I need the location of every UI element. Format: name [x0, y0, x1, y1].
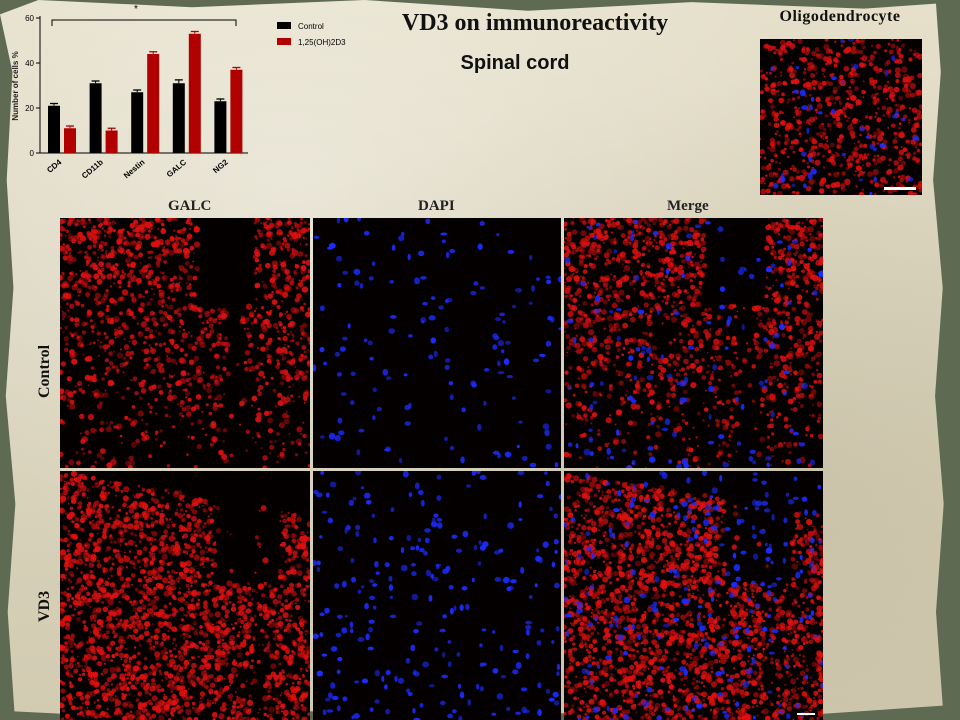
x-tick-label: Nestin [122, 158, 147, 181]
bar [64, 128, 76, 153]
legend-label: 1,25(OH)2D3 [298, 38, 346, 47]
y-axis-label: Number of cells % [11, 51, 20, 120]
control-dapi-image [313, 218, 561, 468]
bar [89, 83, 102, 153]
x-tick-label: CD4 [45, 157, 63, 175]
bar [48, 105, 60, 153]
control-galc-image [60, 218, 310, 468]
x-tick-label: NG2 [211, 157, 230, 175]
bar-chart: 0 20 40 60 Number of cells % CD4 CD11b Nestin GA… [11, 4, 346, 181]
vd3-dapi-image [313, 471, 561, 720]
scale-bar [797, 713, 815, 715]
y-tick-label: 60 [25, 14, 34, 23]
bar [214, 101, 227, 153]
legend-label: Control [298, 22, 324, 31]
bar [147, 54, 160, 153]
slide-subtitle: Spinal cord [460, 52, 570, 74]
x-tick-label: GALC [165, 157, 188, 179]
significance-marker: * [134, 4, 138, 15]
chart-axes: 0 20 40 60 Number of cells % CD4 CD11b Nestin GA… [11, 4, 248, 181]
chart-legend: Control 1,25(OH)2D3 [277, 22, 346, 47]
bar [172, 83, 185, 153]
column-header-galc: GALC [168, 198, 212, 214]
significance-bracket [51, 19, 237, 26]
x-tick-label: CD11b [80, 158, 105, 181]
legend-swatch [277, 38, 291, 45]
bar [188, 33, 201, 153]
oligodendrocyte-label: Oligodendrocyte [779, 8, 901, 25]
y-tick-label: 40 [25, 59, 34, 68]
control-merge-image [564, 218, 823, 468]
legend-swatch [277, 22, 291, 29]
column-header-merge: Merge [667, 198, 709, 214]
bar [131, 92, 144, 153]
vd3-galc-image [60, 471, 310, 720]
column-header-dapi: DAPI [418, 198, 455, 214]
y-tick-label: 20 [25, 104, 34, 113]
bar [230, 69, 243, 153]
slide-title: VD3 on immunoreactivity [401, 10, 669, 36]
oligodendrocyte-image [760, 39, 922, 195]
row-header-control: Control [36, 344, 53, 398]
bar [105, 130, 118, 153]
oligo-scale-bar [884, 187, 916, 190]
vd3-merge-image [564, 471, 823, 720]
chart-bars [48, 30, 243, 153]
y-tick-label: 0 [30, 149, 35, 158]
row-header-vd3: VD3 [36, 590, 53, 622]
